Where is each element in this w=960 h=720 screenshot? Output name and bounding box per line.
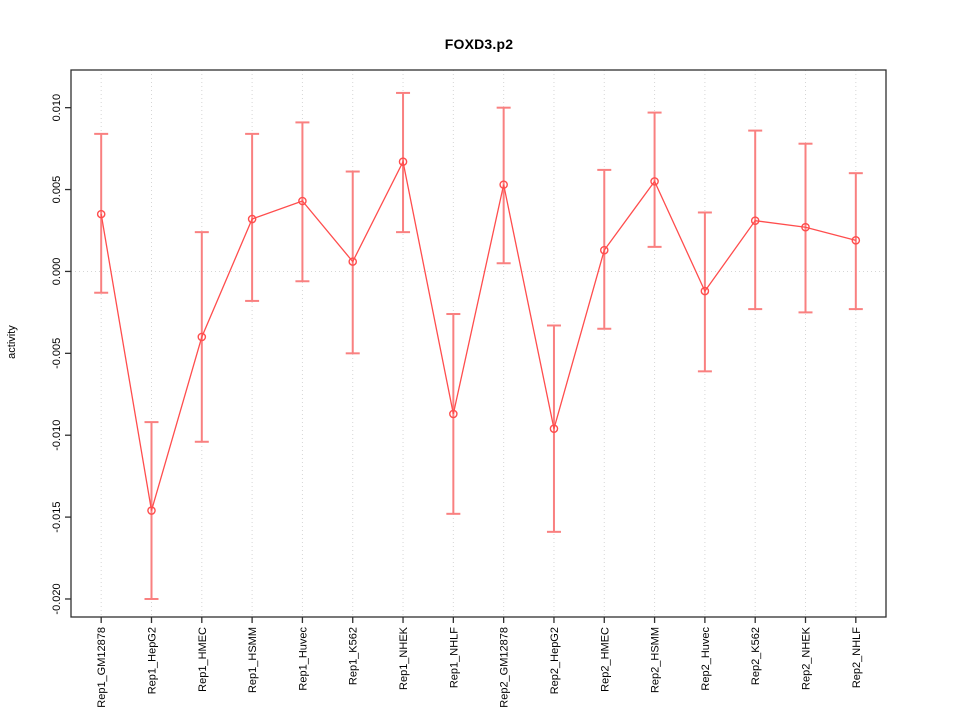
data-point-marker	[750, 216, 760, 225]
y-tick-label: -0.010	[51, 420, 63, 451]
data-point-marker	[147, 506, 156, 515]
data-point-marker	[599, 245, 609, 255]
x-tick-label: Rep1_HepG2	[146, 627, 158, 694]
x-tick-label: Rep1_NHEK	[398, 626, 410, 690]
y-tick-label: 0.005	[51, 176, 63, 204]
data-point-marker	[700, 286, 710, 296]
data-point-marker	[650, 177, 659, 186]
x-tick-label: Rep2_HMEC	[599, 627, 611, 692]
x-tick-label: Rep2_GM12878	[499, 627, 511, 708]
y-axis-title: activity	[6, 325, 18, 359]
y-tick-label: 0.000	[51, 258, 63, 286]
y-tick-label: -0.005	[51, 338, 63, 369]
data-point-marker	[298, 196, 307, 206]
x-tick-label: Rep2_HSMM	[650, 627, 662, 693]
x-tick-label: Rep2_K562	[750, 627, 762, 685]
data-point-marker	[549, 424, 559, 433]
data-point-marker	[197, 332, 207, 342]
y-tick-label: 0.010	[51, 94, 63, 122]
data-point-marker	[96, 209, 106, 219]
x-tick-label: Rep2_HepG2	[549, 627, 561, 694]
series-line	[100, 159, 856, 511]
data-point-marker	[499, 180, 508, 189]
x-tick-label: Rep1_K562	[348, 627, 360, 685]
data-point-marker	[247, 214, 257, 224]
plot-box	[70, 69, 887, 618]
x-tick-label: Rep1_GM12878	[96, 627, 108, 708]
data-point-marker	[348, 257, 358, 266]
y-tick-label: -0.015	[51, 501, 63, 532]
x-tick-label: Rep2_Huvec	[700, 627, 712, 691]
data-point-marker	[801, 222, 810, 232]
x-tick-label: Rep1_NHLF	[448, 627, 460, 688]
y-tick-label: -0.020	[51, 583, 63, 614]
x-tick-label: Rep2_NHEK	[801, 626, 813, 690]
x-tick-label: Rep2_NHLF	[851, 627, 863, 688]
data-point-marker	[398, 157, 408, 167]
chart-title: FOXD3.p2	[444, 36, 514, 52]
x-tick-label: Rep1_Huvec	[297, 627, 309, 691]
x-tick-label: Rep1_HMEC	[197, 627, 209, 692]
data-point-marker	[851, 236, 861, 245]
x-tick-label: Rep1_HSMM	[247, 627, 259, 693]
data-point-marker	[449, 409, 458, 419]
